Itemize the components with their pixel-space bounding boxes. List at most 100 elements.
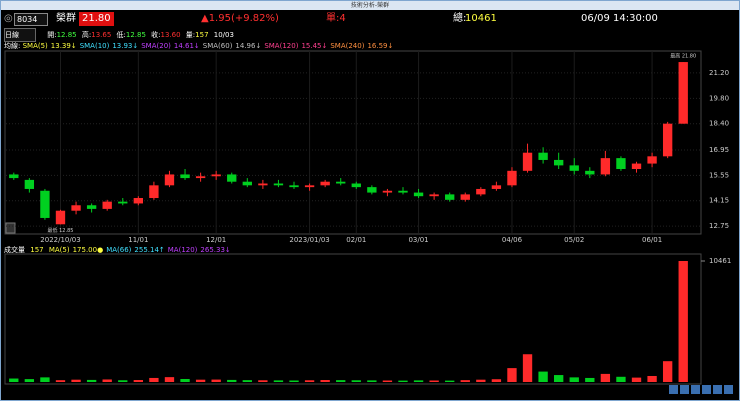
candle-body xyxy=(476,188,486,195)
tool-button[interactable] xyxy=(724,385,733,394)
volume-bar xyxy=(258,380,268,382)
x-tick-label: 06/01 xyxy=(642,236,662,244)
volume-bar xyxy=(351,380,361,382)
legend-value: 175.00● xyxy=(72,246,104,254)
y-tick-label: 19.80 xyxy=(709,94,729,102)
candle-body xyxy=(554,159,564,166)
volume-bar xyxy=(304,380,315,382)
window-title: 技術分析-榮群 xyxy=(350,2,390,9)
volume-label: 成交量 xyxy=(4,246,25,254)
candle-body xyxy=(678,62,688,124)
legend-name: SMA(60) xyxy=(202,42,233,50)
vol: 157 xyxy=(195,31,209,39)
volume-bar xyxy=(678,261,688,382)
x-tick-label: 04/06 xyxy=(502,236,523,244)
tool-button[interactable] xyxy=(702,385,711,394)
legend-value: 14.61↓ xyxy=(173,42,200,50)
volume-bar xyxy=(616,376,626,382)
volume-value: 157 xyxy=(30,246,44,254)
candle-body xyxy=(320,181,330,186)
candle-body xyxy=(491,185,502,189)
legend-value: 265.33↓ xyxy=(200,246,231,254)
volume-bar xyxy=(289,380,299,382)
candle-body xyxy=(413,192,424,197)
high: 13.65 xyxy=(91,31,112,39)
y-tick-label: 16.95 xyxy=(709,146,729,154)
legend-value: 13.39↓ xyxy=(50,42,77,50)
y-tick-label: 21.20 xyxy=(709,69,729,77)
candle-body xyxy=(227,174,237,182)
x-tick-label: 12/01 xyxy=(206,236,226,244)
legend-value: 16.59↓ xyxy=(367,42,394,50)
ma-legend: 均線: SMA(5) 13.39↓ SMA(10) 13.93↓ SMA(20) 14.6… xyxy=(4,40,396,52)
price-frame xyxy=(4,50,702,235)
volume-bar xyxy=(195,379,206,382)
open: 12.85 xyxy=(56,31,77,39)
volume-bar xyxy=(180,378,190,382)
candle-body xyxy=(211,174,221,177)
candle-body xyxy=(522,152,533,171)
volume-bar xyxy=(398,380,408,382)
tool-button[interactable] xyxy=(691,385,700,394)
volume-bar xyxy=(585,377,595,382)
candle-body xyxy=(9,174,19,179)
volume-frame xyxy=(4,253,702,385)
title-bar: 技術分析-榮群 xyxy=(1,1,739,10)
volume-legend: 成交量 157 MA(5) 175.00● MA(66) 255.14↑ MA(120)… xyxy=(4,244,234,256)
vol-label: 量: xyxy=(185,31,196,39)
candle-body xyxy=(273,183,284,186)
y-tick-label: 18.40 xyxy=(709,120,729,128)
volume-bar xyxy=(164,377,175,382)
volume-bar xyxy=(600,373,611,382)
legend-value: 15.45↓ xyxy=(301,42,328,50)
candle-body xyxy=(180,174,190,179)
candle-body xyxy=(102,201,112,209)
candle-body xyxy=(242,181,252,186)
date: 10/03 xyxy=(213,31,234,39)
legend-value: 13.93↓ xyxy=(112,42,139,50)
candle-body xyxy=(195,176,206,179)
candle-body xyxy=(164,174,175,186)
candle-body xyxy=(631,163,642,170)
volume-bar xyxy=(102,379,112,382)
candle-body xyxy=(336,181,346,184)
candle-body xyxy=(429,194,439,197)
candle-body xyxy=(304,185,315,188)
volume-bar xyxy=(662,361,673,382)
annotation: 最低 12.85 xyxy=(48,227,74,234)
tool-button[interactable] xyxy=(669,385,678,394)
y-tick-label: 15.55 xyxy=(709,171,729,179)
annotation: 最高 21.80 xyxy=(670,53,696,60)
period-select[interactable]: 日線 xyxy=(4,28,36,42)
volume-bar xyxy=(367,380,377,382)
low-label: 低: xyxy=(116,31,126,39)
volume-bar xyxy=(647,375,657,382)
legend-name: SMA(5) xyxy=(22,42,48,50)
volume-bar xyxy=(211,379,221,382)
expand-button[interactable] xyxy=(5,222,16,234)
code-input[interactable]: 8034 xyxy=(14,13,48,26)
volume-bar xyxy=(522,354,533,382)
legend-name: SMA(240) xyxy=(330,42,365,50)
volume-bar xyxy=(71,379,81,382)
volume-bar xyxy=(413,380,424,382)
volume-bar xyxy=(336,380,346,382)
legend-value: 255.14↑ xyxy=(134,246,165,254)
volume-bar xyxy=(24,379,35,382)
volume-bar xyxy=(569,377,579,382)
volume-bar xyxy=(133,380,143,382)
low: 12.85 xyxy=(125,31,146,39)
volume-bar xyxy=(149,377,159,382)
volume-bar xyxy=(631,377,642,382)
candle-body xyxy=(647,156,657,164)
tool-button[interactable] xyxy=(713,385,722,394)
volume-bar xyxy=(507,368,517,382)
candle-body xyxy=(24,179,35,189)
ma-label: 均線: xyxy=(4,42,21,50)
x-tick-label: 03/01 xyxy=(408,236,428,244)
volume-bar xyxy=(554,375,564,382)
tool-button[interactable] xyxy=(680,385,689,394)
legend-name: SMA(10) xyxy=(79,42,110,50)
candle-body xyxy=(289,185,299,188)
x-tick-label: 2023/01/03 xyxy=(289,236,329,244)
